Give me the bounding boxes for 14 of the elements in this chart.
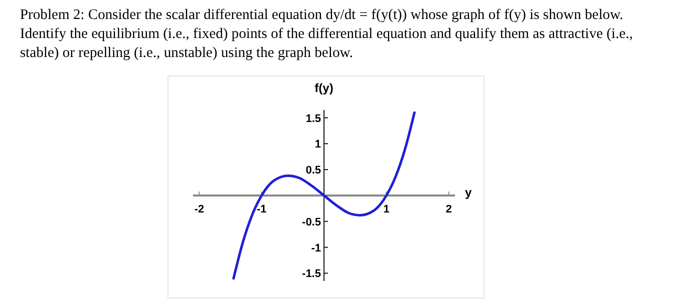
chart-title: Problem 2: Consider the scalar differential equation dy/dt = f(y(t)) whose graph of f(y) is shown below. Identify the equilibrium (i.e., fixed) points of the differential equation and qualify them as attractive (i.e., stable) or repelling (i.e., unstable) using the graph below.	[20, 6, 634, 63]
y-tick-label: -0.5	[302, 216, 321, 228]
x-tick-label: -1	[256, 204, 267, 216]
y-tick-label: -1.5	[302, 268, 321, 280]
x-tick-label: 2	[446, 204, 452, 216]
y-tick-label: 0.5	[306, 164, 321, 177]
y-tick-label: -1	[311, 242, 321, 254]
line-series	[232, 111, 416, 280]
x-tick-label: -2	[194, 204, 204, 216]
x-tick-label: 1	[383, 204, 390, 216]
y-axis-title: f(y)	[314, 81, 334, 95]
x-axis-title: y	[465, 186, 472, 200]
y-tick-label: 1	[314, 138, 321, 151]
y-tick-label: 1.5	[306, 112, 321, 125]
